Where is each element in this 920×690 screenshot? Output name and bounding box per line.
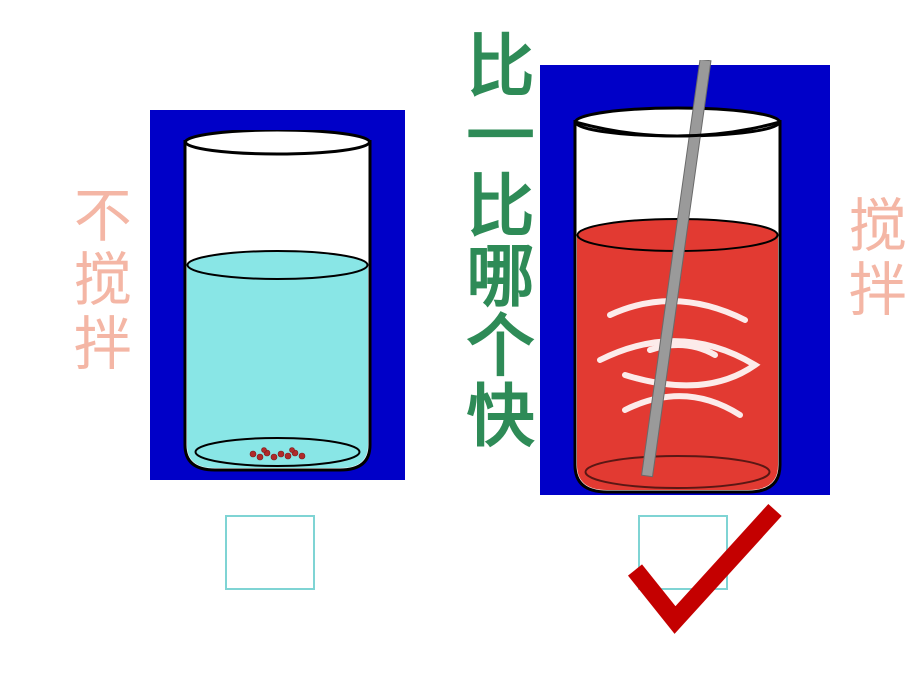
center-title: 比一比哪个快 bbox=[445, 30, 544, 450]
left-answer-box bbox=[225, 515, 315, 590]
check-icon bbox=[620, 495, 790, 645]
left-label: 不搅拌 bbox=[65, 185, 129, 377]
right-label: 搅拌 bbox=[840, 195, 904, 323]
left-beaker bbox=[175, 130, 380, 475]
right-beaker bbox=[555, 60, 835, 500]
